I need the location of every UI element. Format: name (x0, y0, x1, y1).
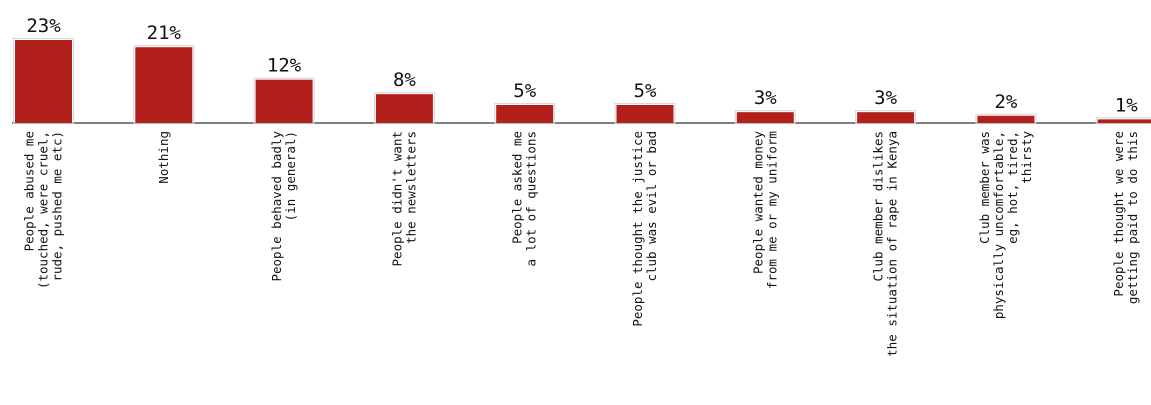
category-label: Nothing (156, 131, 171, 184)
category-label: People didn't wantthe newsletters (389, 131, 418, 266)
category-label: People abused me(touched, were cruel,rud… (22, 131, 65, 289)
category-label-line: a lot of questions (524, 131, 539, 266)
category-label-line: Club member was (977, 131, 992, 244)
value-label: 8% (393, 69, 416, 91)
value-label: 3% (754, 87, 777, 109)
category-label-line: (touched, were cruel, (36, 131, 51, 289)
category-label-line: rude, pushed me etc) (50, 131, 65, 282)
value-label: 5% (513, 80, 536, 102)
bar (857, 112, 915, 123)
bar (375, 94, 433, 123)
bar (135, 47, 193, 123)
category-label-line: thirsty (1019, 131, 1034, 184)
value-label: 5% (634, 80, 657, 102)
bar (616, 104, 674, 123)
value-label: 21% (147, 22, 182, 44)
category-label-line: (in general) (283, 131, 298, 221)
value-label: 23% (26, 15, 61, 37)
category-label-line: People didn't want (389, 131, 404, 266)
category-label-line: the newsletters (403, 131, 418, 244)
bar (736, 112, 794, 123)
bar (1097, 119, 1151, 123)
category-label: Club member wasphysically uncomfortable,… (977, 131, 1034, 320)
bars-group (13, 38, 1151, 124)
category-label-line: People thought the justice (630, 131, 645, 327)
value-label: 2% (994, 91, 1017, 113)
category-label-line: People thought we were (1111, 131, 1126, 297)
category-label: People thought the justiceclub was evil … (630, 131, 659, 327)
category-label: Club member dislikesthe situation of rap… (871, 131, 900, 357)
value-labels-group: 23% 21% 12% 8% 5% 5% 3% 3% 2% 1% (26, 15, 1138, 116)
value-label: 1% (1115, 94, 1138, 116)
bar (15, 40, 72, 123)
category-label-line: physically uncomfortable, (991, 131, 1006, 319)
category-label-line: getting paid to do this (1125, 131, 1140, 304)
category-label-line: from me or my uniform (764, 131, 779, 289)
bar (977, 115, 1035, 123)
category-label-line: Nothing (156, 131, 171, 184)
category-label-line: Club member dislikes (871, 131, 886, 282)
category-label-line: eg, hot, tired, (1005, 131, 1020, 244)
category-label-line: club was evil or bad (644, 131, 659, 282)
category-label-line: the situation of rape in Kenya (885, 131, 900, 357)
category-label: People asked mea lot of questions (510, 131, 539, 266)
category-label: People thought we weregetting paid to do… (1111, 131, 1140, 304)
value-label: 3% (874, 87, 897, 109)
category-labels-group: People abused me(touched, were cruel,rud… (22, 131, 1141, 357)
category-label: People wanted moneyfrom me or my uniform (750, 131, 779, 290)
value-label: 12% (267, 55, 302, 77)
category-label-line: People wanted money (750, 131, 765, 274)
category-label-line: People behaved badly (269, 131, 284, 282)
category-label: People behaved badly(in general) (269, 131, 298, 282)
bar (496, 104, 554, 123)
category-label-line: People abused me (22, 131, 37, 251)
bar (255, 79, 313, 123)
category-label-line: People asked me (510, 131, 525, 244)
